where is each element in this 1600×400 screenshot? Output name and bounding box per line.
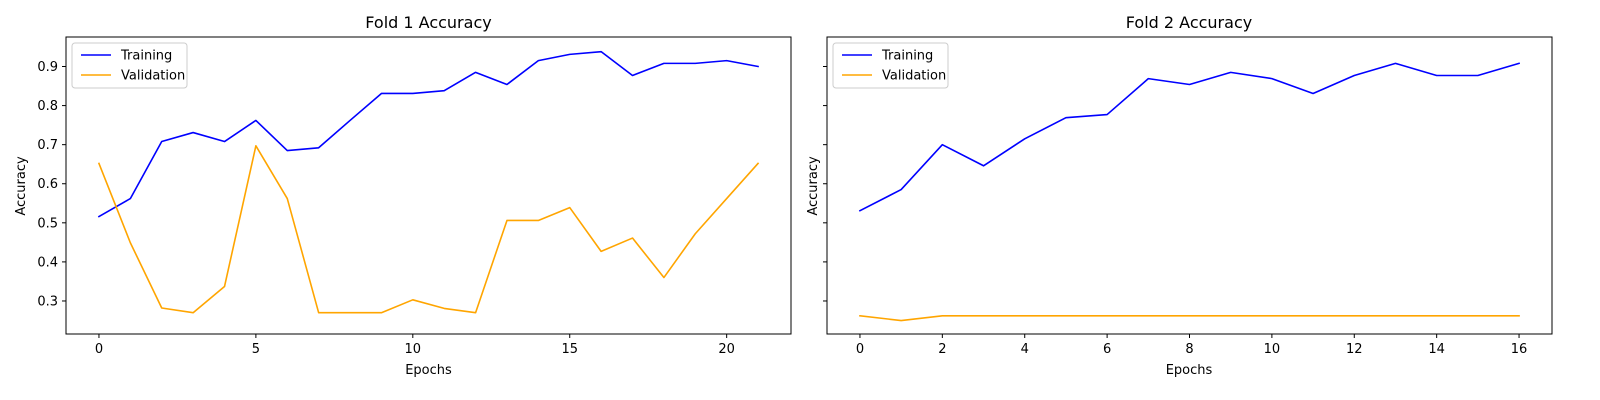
x-tick-label: 10 — [405, 342, 422, 357]
chart-title: Fold 1 Accuracy — [365, 13, 491, 32]
legend-label-training: Training — [120, 49, 172, 64]
x-tick-label: 0 — [95, 342, 103, 357]
x-tick-label: 10 — [1264, 342, 1281, 357]
y-tick-label: 0.4 — [37, 255, 58, 270]
x-tick-label: 5 — [252, 342, 260, 357]
legend-label-training: Training — [881, 49, 933, 64]
y-axis-label: Accuracy — [806, 156, 821, 216]
chart-title: Fold 2 Accuracy — [1126, 13, 1252, 32]
x-tick-label: 2 — [938, 342, 946, 357]
series-line-training — [858, 62, 1521, 212]
x-tick-label: 8 — [1185, 342, 1193, 357]
x-tick-label: 20 — [718, 342, 735, 357]
x-tick-label: 12 — [1346, 342, 1363, 357]
x-tick-label: 0 — [856, 342, 864, 357]
y-tick-label: 0.9 — [37, 60, 58, 75]
plot-frame — [65, 36, 792, 335]
x-tick-label: 15 — [561, 342, 578, 357]
series-line-validation — [97, 145, 760, 314]
x-tick-label: 6 — [1103, 342, 1111, 357]
legend-label-validation: Validation — [121, 69, 185, 84]
y-tick-label: 0.3 — [37, 294, 58, 309]
x-axis-label: Epochs — [405, 363, 452, 378]
y-tick-label: 0.8 — [37, 99, 58, 114]
series-line-validation — [859, 314, 1520, 322]
y-tick-label: 0.5 — [37, 216, 58, 231]
x-tick-label: 16 — [1511, 342, 1528, 357]
series-line-training — [97, 50, 759, 218]
y-tick-label: 0.6 — [37, 177, 58, 192]
x-tick-label: 14 — [1428, 342, 1445, 357]
x-tick-label: 4 — [1021, 342, 1029, 357]
x-axis-label: Epochs — [1166, 363, 1213, 378]
y-axis-label: Accuracy — [14, 156, 29, 216]
chart-panel-fold-1: Fold 1 Accuracy Epochs Accuracy 0 5 10 15 20… — [14, 13, 792, 378]
legend-label-validation: Validation — [882, 69, 946, 84]
chart-panel-fold-2: Fold 2 Accuracy Epochs Accuracy 0 2 4 6 8 10 1… — [806, 13, 1553, 378]
y-tick-label: 0.7 — [37, 138, 58, 153]
